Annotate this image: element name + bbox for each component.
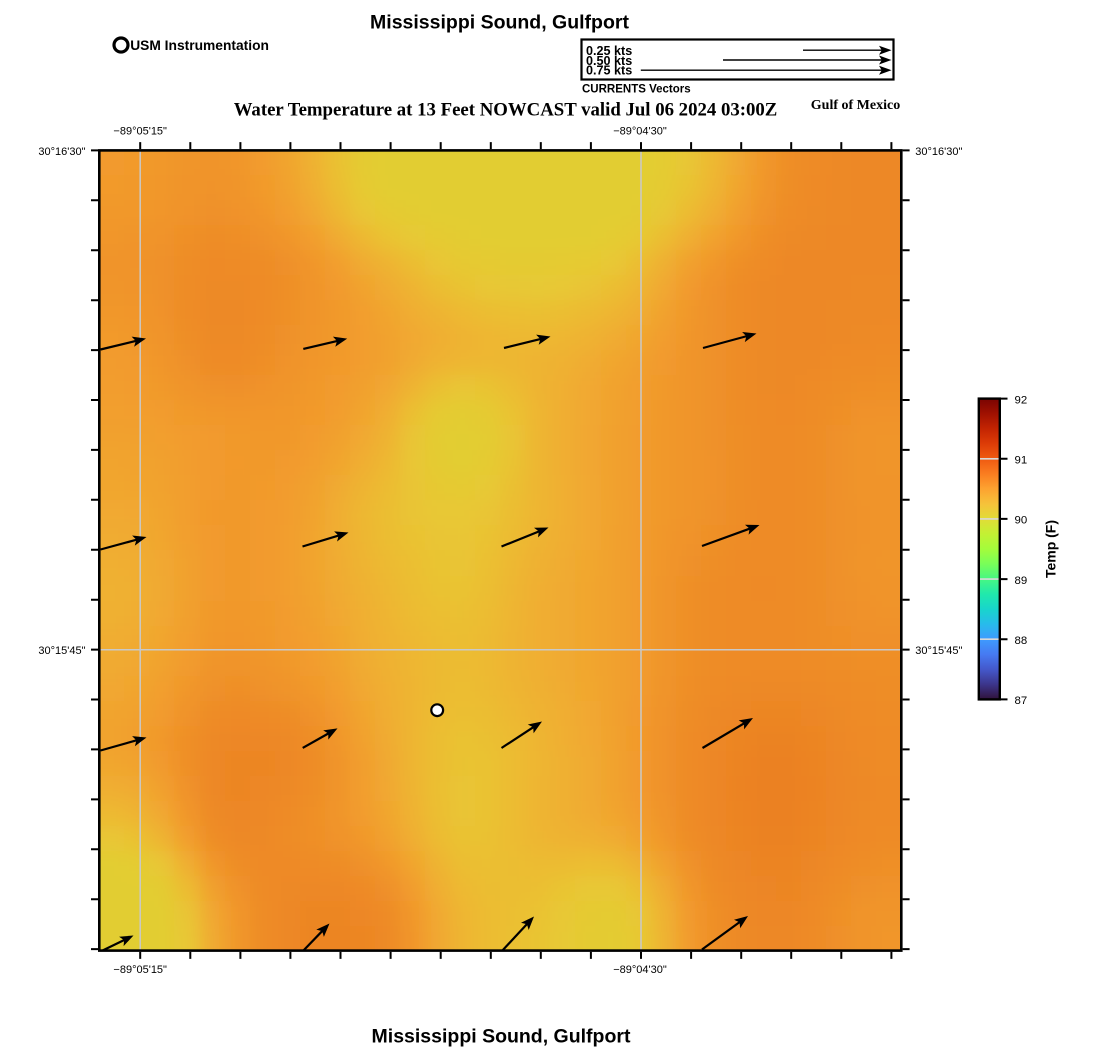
- svg-text:Gulf of Mexico: Gulf of Mexico: [811, 98, 900, 113]
- svg-text:USM Instrumentation: USM Instrumentation: [130, 38, 269, 53]
- svg-text:30°15'45": 30°15'45": [38, 645, 85, 657]
- svg-text:−89°05'15": −89°05'15": [113, 125, 167, 137]
- svg-text:Water Temperature at 13 Feet N: Water Temperature at 13 Feet NOWCAST val…: [234, 100, 778, 121]
- svg-text:92: 92: [1015, 394, 1028, 406]
- svg-text:87: 87: [1015, 695, 1028, 707]
- svg-text:90: 90: [1015, 515, 1028, 527]
- svg-text:91: 91: [1015, 455, 1028, 467]
- svg-text:0.25 kts: 0.25 kts: [586, 44, 632, 58]
- svg-text:−89°04'30": −89°04'30": [613, 125, 667, 137]
- svg-text:CURRENTS Vectors: CURRENTS Vectors: [582, 83, 691, 95]
- svg-text:30°15'45": 30°15'45": [915, 645, 962, 657]
- svg-text:−89°05'15": −89°05'15": [113, 964, 167, 976]
- svg-text:Mississippi Sound, Gulfport: Mississippi Sound, Gulfport: [370, 11, 629, 33]
- svg-text:−89°04'30": −89°04'30": [613, 964, 667, 976]
- svg-text:89: 89: [1015, 575, 1028, 587]
- svg-text:30°16'30": 30°16'30": [38, 146, 85, 158]
- svg-text:88: 88: [1015, 635, 1028, 647]
- svg-text:0.75 kts: 0.75 kts: [586, 64, 632, 78]
- svg-text:0.50 kts: 0.50 kts: [586, 54, 632, 68]
- svg-text:Temp (F): Temp (F): [1042, 520, 1058, 578]
- svg-text:30°16'30": 30°16'30": [915, 146, 962, 158]
- svg-text:Mississippi Sound, Gulfport: Mississippi Sound, Gulfport: [372, 1026, 631, 1048]
